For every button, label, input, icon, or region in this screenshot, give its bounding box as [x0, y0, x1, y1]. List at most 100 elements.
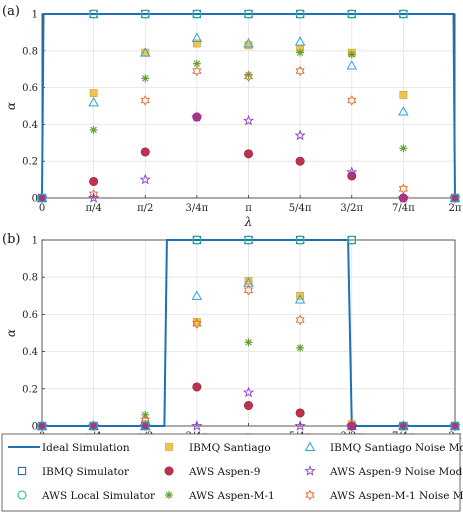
- data-point: [347, 50, 356, 59]
- data-point: [141, 74, 150, 83]
- y-tick-label: 0.8: [22, 46, 38, 57]
- data-point: [242, 114, 255, 126]
- data-point: [399, 144, 408, 153]
- y-tick-label: 0.6: [22, 83, 38, 94]
- data-point: [192, 65, 202, 77]
- y-tick-label: 0.2: [22, 157, 38, 168]
- data-point: [192, 318, 202, 330]
- y-tick-label: 1: [32, 236, 38, 247]
- data-point: [243, 38, 254, 48]
- ideal-simulation-line: [41, 13, 456, 199]
- chart-panel-a: 0 π/4 π/2 3/4π π 5/4π 3/2π 7/4π 2π 0 0.2 0.4 0.6 0.8 1…: [2, 4, 462, 229]
- x-tick-label: 3/4π: [186, 203, 209, 214]
- panel-label: (a): [2, 4, 20, 19]
- legend-box: [1, 433, 461, 512]
- data-point: [398, 421, 408, 431]
- data-point: [296, 343, 305, 352]
- legend-marker: [165, 443, 173, 451]
- legend-label: AWS Aspen-M-1: [188, 490, 275, 502]
- series-aws-local-simulator: [37, 235, 460, 431]
- data-point: [192, 9, 202, 19]
- data-point: [89, 176, 99, 186]
- data-point: [294, 129, 306, 141]
- data-point: [244, 277, 253, 285]
- data-point: [89, 9, 99, 19]
- legend-label: AWS Aspen-M-1 Noise Model: [329, 490, 463, 502]
- panel-label: (b): [2, 232, 20, 247]
- data-point: [140, 421, 150, 431]
- y-tick-label: 0.4: [22, 120, 38, 131]
- legend-marker: [17, 466, 27, 476]
- data-point: [295, 156, 305, 166]
- legend-item: IBMQ Santiago Noise Model: [304, 441, 463, 454]
- legend-label: AWS Aspen-9 Noise Model: [329, 466, 463, 478]
- data-point: [294, 294, 306, 304]
- legend-label: IBMQ Santiago: [189, 442, 271, 454]
- data-point: [398, 9, 408, 19]
- legend-label: AWS Local Simulator: [41, 490, 156, 502]
- data-point: [295, 235, 305, 245]
- x-tick-label: π: [245, 203, 252, 214]
- y-tick-label: 1: [32, 10, 38, 21]
- legend-item: AWS Local Simulator: [17, 490, 156, 502]
- x-tick-label: π/2: [137, 203, 153, 214]
- data-point: [89, 125, 98, 134]
- data-point: [191, 111, 203, 122]
- data-point: [244, 149, 254, 159]
- y-tick-label: 0: [32, 194, 38, 205]
- x-tick-label: 3/2π: [340, 203, 363, 214]
- legend-item: AWS Aspen-M-1: [165, 490, 275, 502]
- data-point: [139, 173, 151, 185]
- y-axis-label: α: [4, 329, 18, 337]
- data-point: [141, 410, 150, 419]
- data-point: [89, 188, 99, 200]
- data-point: [294, 36, 306, 46]
- data-point: [296, 48, 305, 57]
- legend: Ideal Simulation IBMQ Santiago IBMQ Santia…: [1, 433, 463, 512]
- y-tick-label: 0.4: [22, 347, 38, 358]
- data-point: [347, 95, 357, 106]
- data-point: [243, 71, 254, 82]
- x-tick-label: π/4: [85, 203, 101, 214]
- series-aws-local-simulator: [37, 9, 460, 203]
- data-point: [242, 386, 255, 398]
- data-point: [347, 9, 357, 19]
- data-point: [140, 147, 150, 157]
- data-point: [191, 32, 203, 42]
- legend-marker: [17, 490, 27, 500]
- data-point: [140, 95, 150, 106]
- data-point: [346, 166, 358, 178]
- data-point: [295, 9, 305, 19]
- legend-item: IBMQ Santiago: [165, 442, 271, 454]
- x-tick-label: 2π: [449, 203, 462, 214]
- data-point: [450, 421, 460, 431]
- legend-marker: [304, 465, 316, 476]
- data-point: [347, 235, 357, 245]
- data-point: [192, 39, 201, 48]
- legend-item: Ideal Simulation: [8, 442, 130, 454]
- legend-item: AWS Aspen-9: [164, 466, 260, 478]
- data-point: [398, 106, 409, 116]
- legend-marker: [164, 466, 174, 476]
- y-tick-label: 0.6: [22, 310, 38, 321]
- x-tick-label: 7/4π: [392, 203, 415, 214]
- data-point: [243, 284, 254, 296]
- y-tick-label: 0.2: [22, 384, 38, 395]
- data-point: [346, 420, 358, 431]
- legend-item: AWS Aspen-9 Noise Model: [304, 465, 463, 478]
- legend-marker: [305, 489, 315, 501]
- x-tick-label: 0: [39, 203, 45, 214]
- data-point: [244, 401, 254, 411]
- grid: [41, 239, 456, 427]
- data-point: [140, 47, 151, 57]
- y-tick-label: 0: [32, 422, 38, 433]
- data-point: [37, 193, 47, 203]
- legend-marker: [165, 491, 173, 499]
- data-point: [88, 192, 100, 203]
- data-point: [192, 235, 202, 245]
- legend-label: IBMQ Santiago Noise Model: [330, 442, 463, 454]
- data-point: [295, 65, 305, 77]
- data-point: [399, 91, 408, 99]
- data-point: [346, 60, 357, 70]
